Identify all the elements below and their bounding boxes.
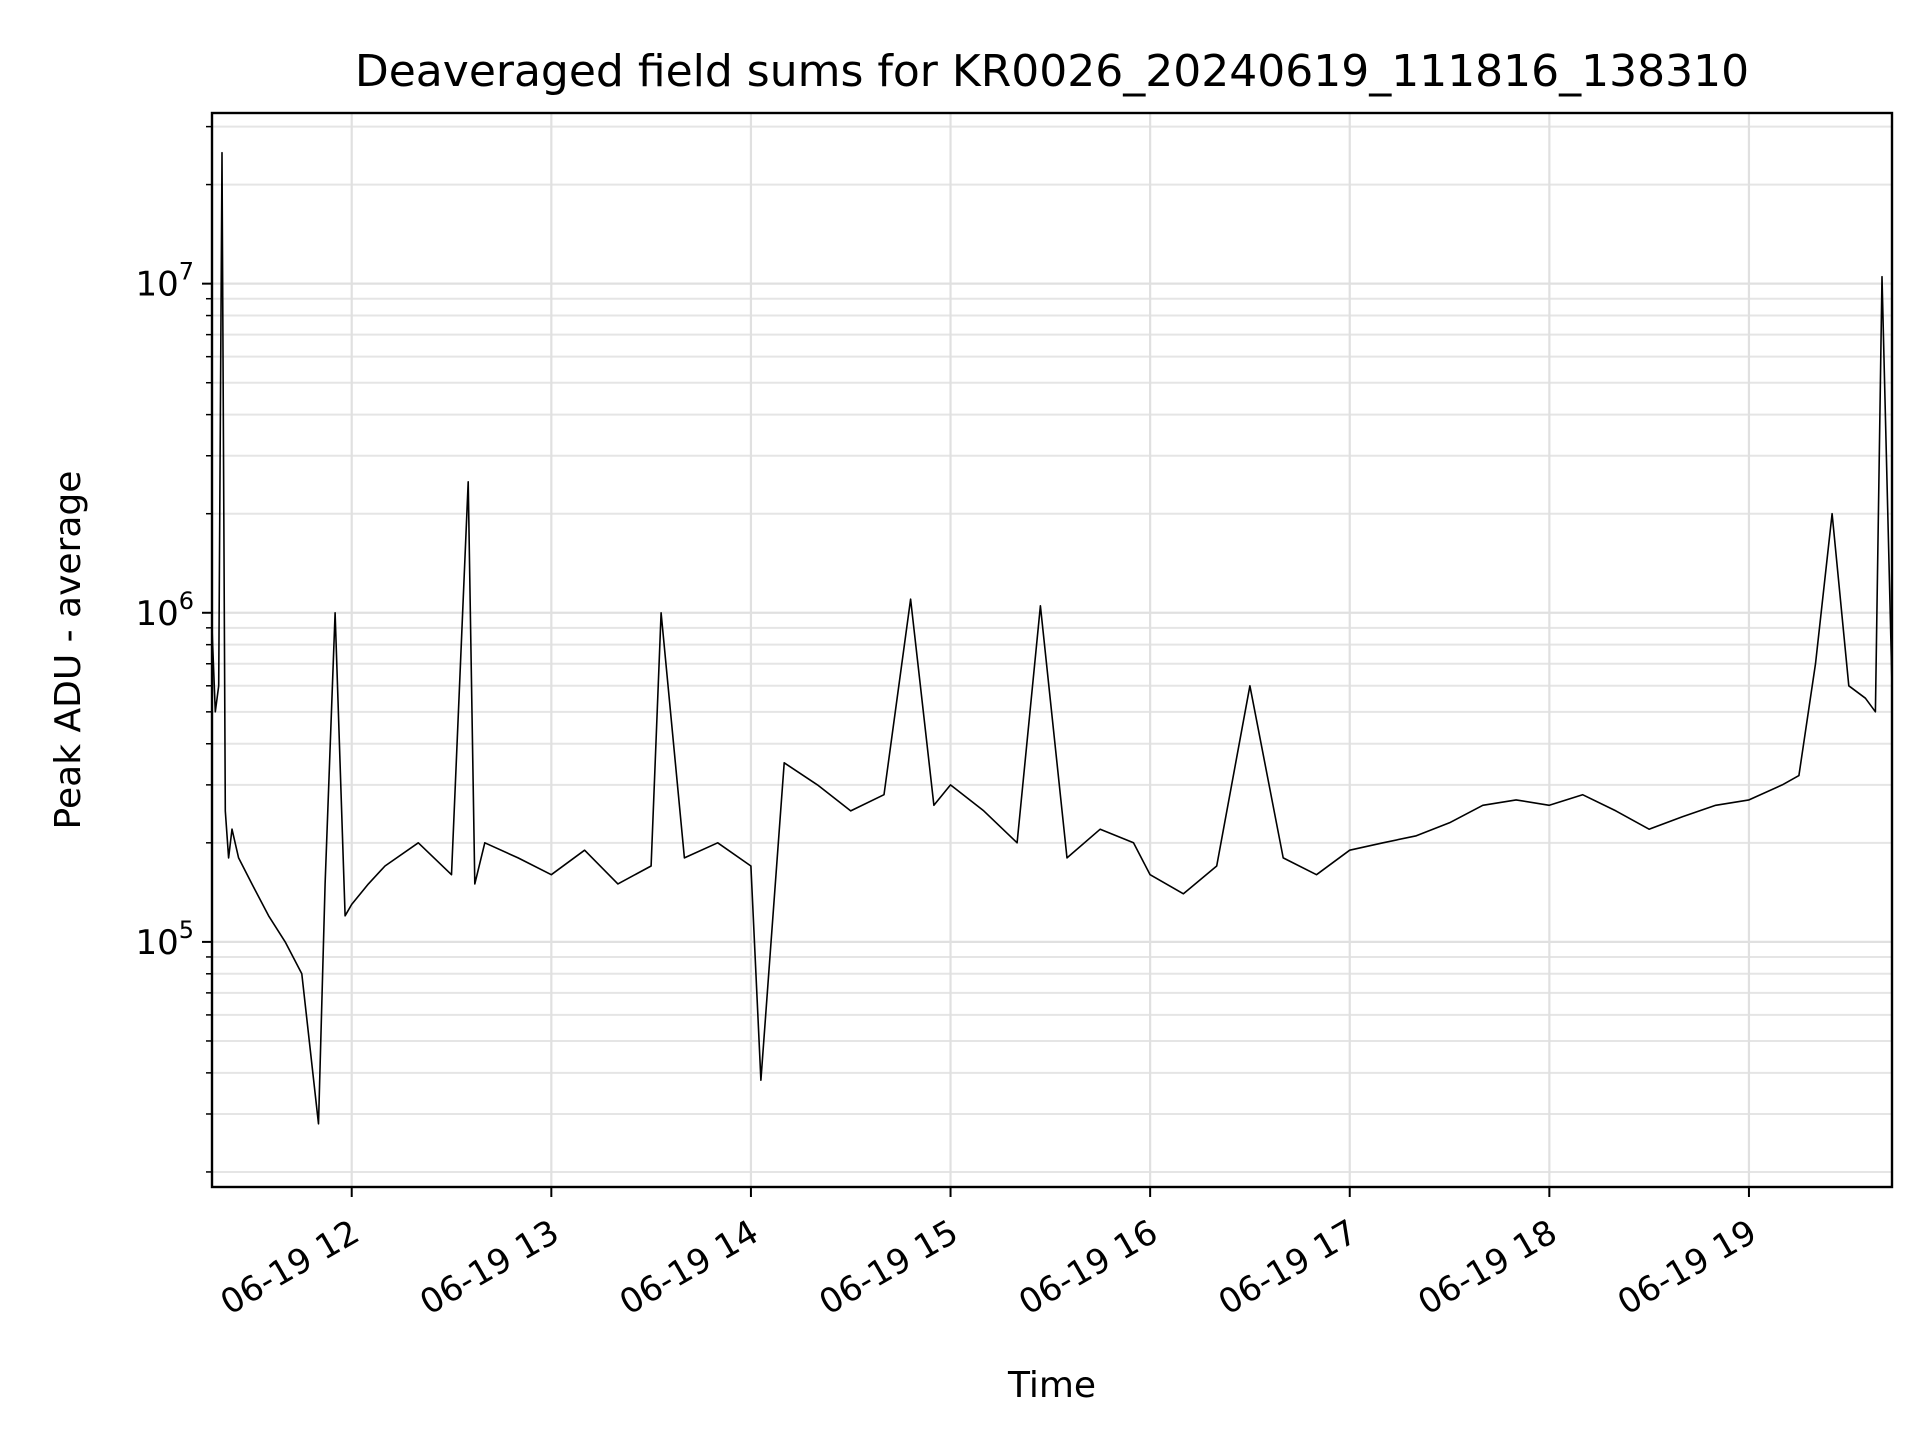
- y-tick-exponent: 7: [179, 258, 194, 286]
- y-tick-label: 106: [135, 587, 194, 634]
- x-tick-label: 06-19 18: [1411, 1212, 1563, 1323]
- y-tick-base: 10: [135, 594, 178, 634]
- y-tick-base: 10: [135, 265, 178, 305]
- y-axis-label: Peak ADU - average: [48, 471, 89, 830]
- y-tick-exponent: 6: [179, 587, 194, 615]
- x-tick-label: 06-19 13: [413, 1212, 565, 1323]
- x-tick-label: 06-19 14: [613, 1212, 765, 1323]
- x-tick-label: 06-19 15: [813, 1212, 965, 1323]
- series-layer: [211, 151, 1893, 1125]
- y-tick-label: 107: [135, 258, 194, 305]
- y-tick-exponent: 5: [179, 916, 194, 944]
- grid-lines: [212, 113, 1892, 1187]
- x-tick-label: 06-19 17: [1212, 1212, 1364, 1323]
- x-axis-label: Time: [1007, 1365, 1096, 1406]
- series-line-0: [211, 151, 1893, 1125]
- plot-frame: [210, 111, 1894, 1189]
- x-tick-label: 06-19 12: [214, 1212, 366, 1323]
- x-tick-label: 06-19 16: [1012, 1212, 1164, 1323]
- y-tick-base: 10: [135, 923, 178, 963]
- chart-title: Deaveraged field sums for KR0026_2024061…: [355, 46, 1749, 97]
- y-tick-label: 105: [135, 916, 194, 963]
- x-tick-label: 06-19 19: [1611, 1212, 1763, 1323]
